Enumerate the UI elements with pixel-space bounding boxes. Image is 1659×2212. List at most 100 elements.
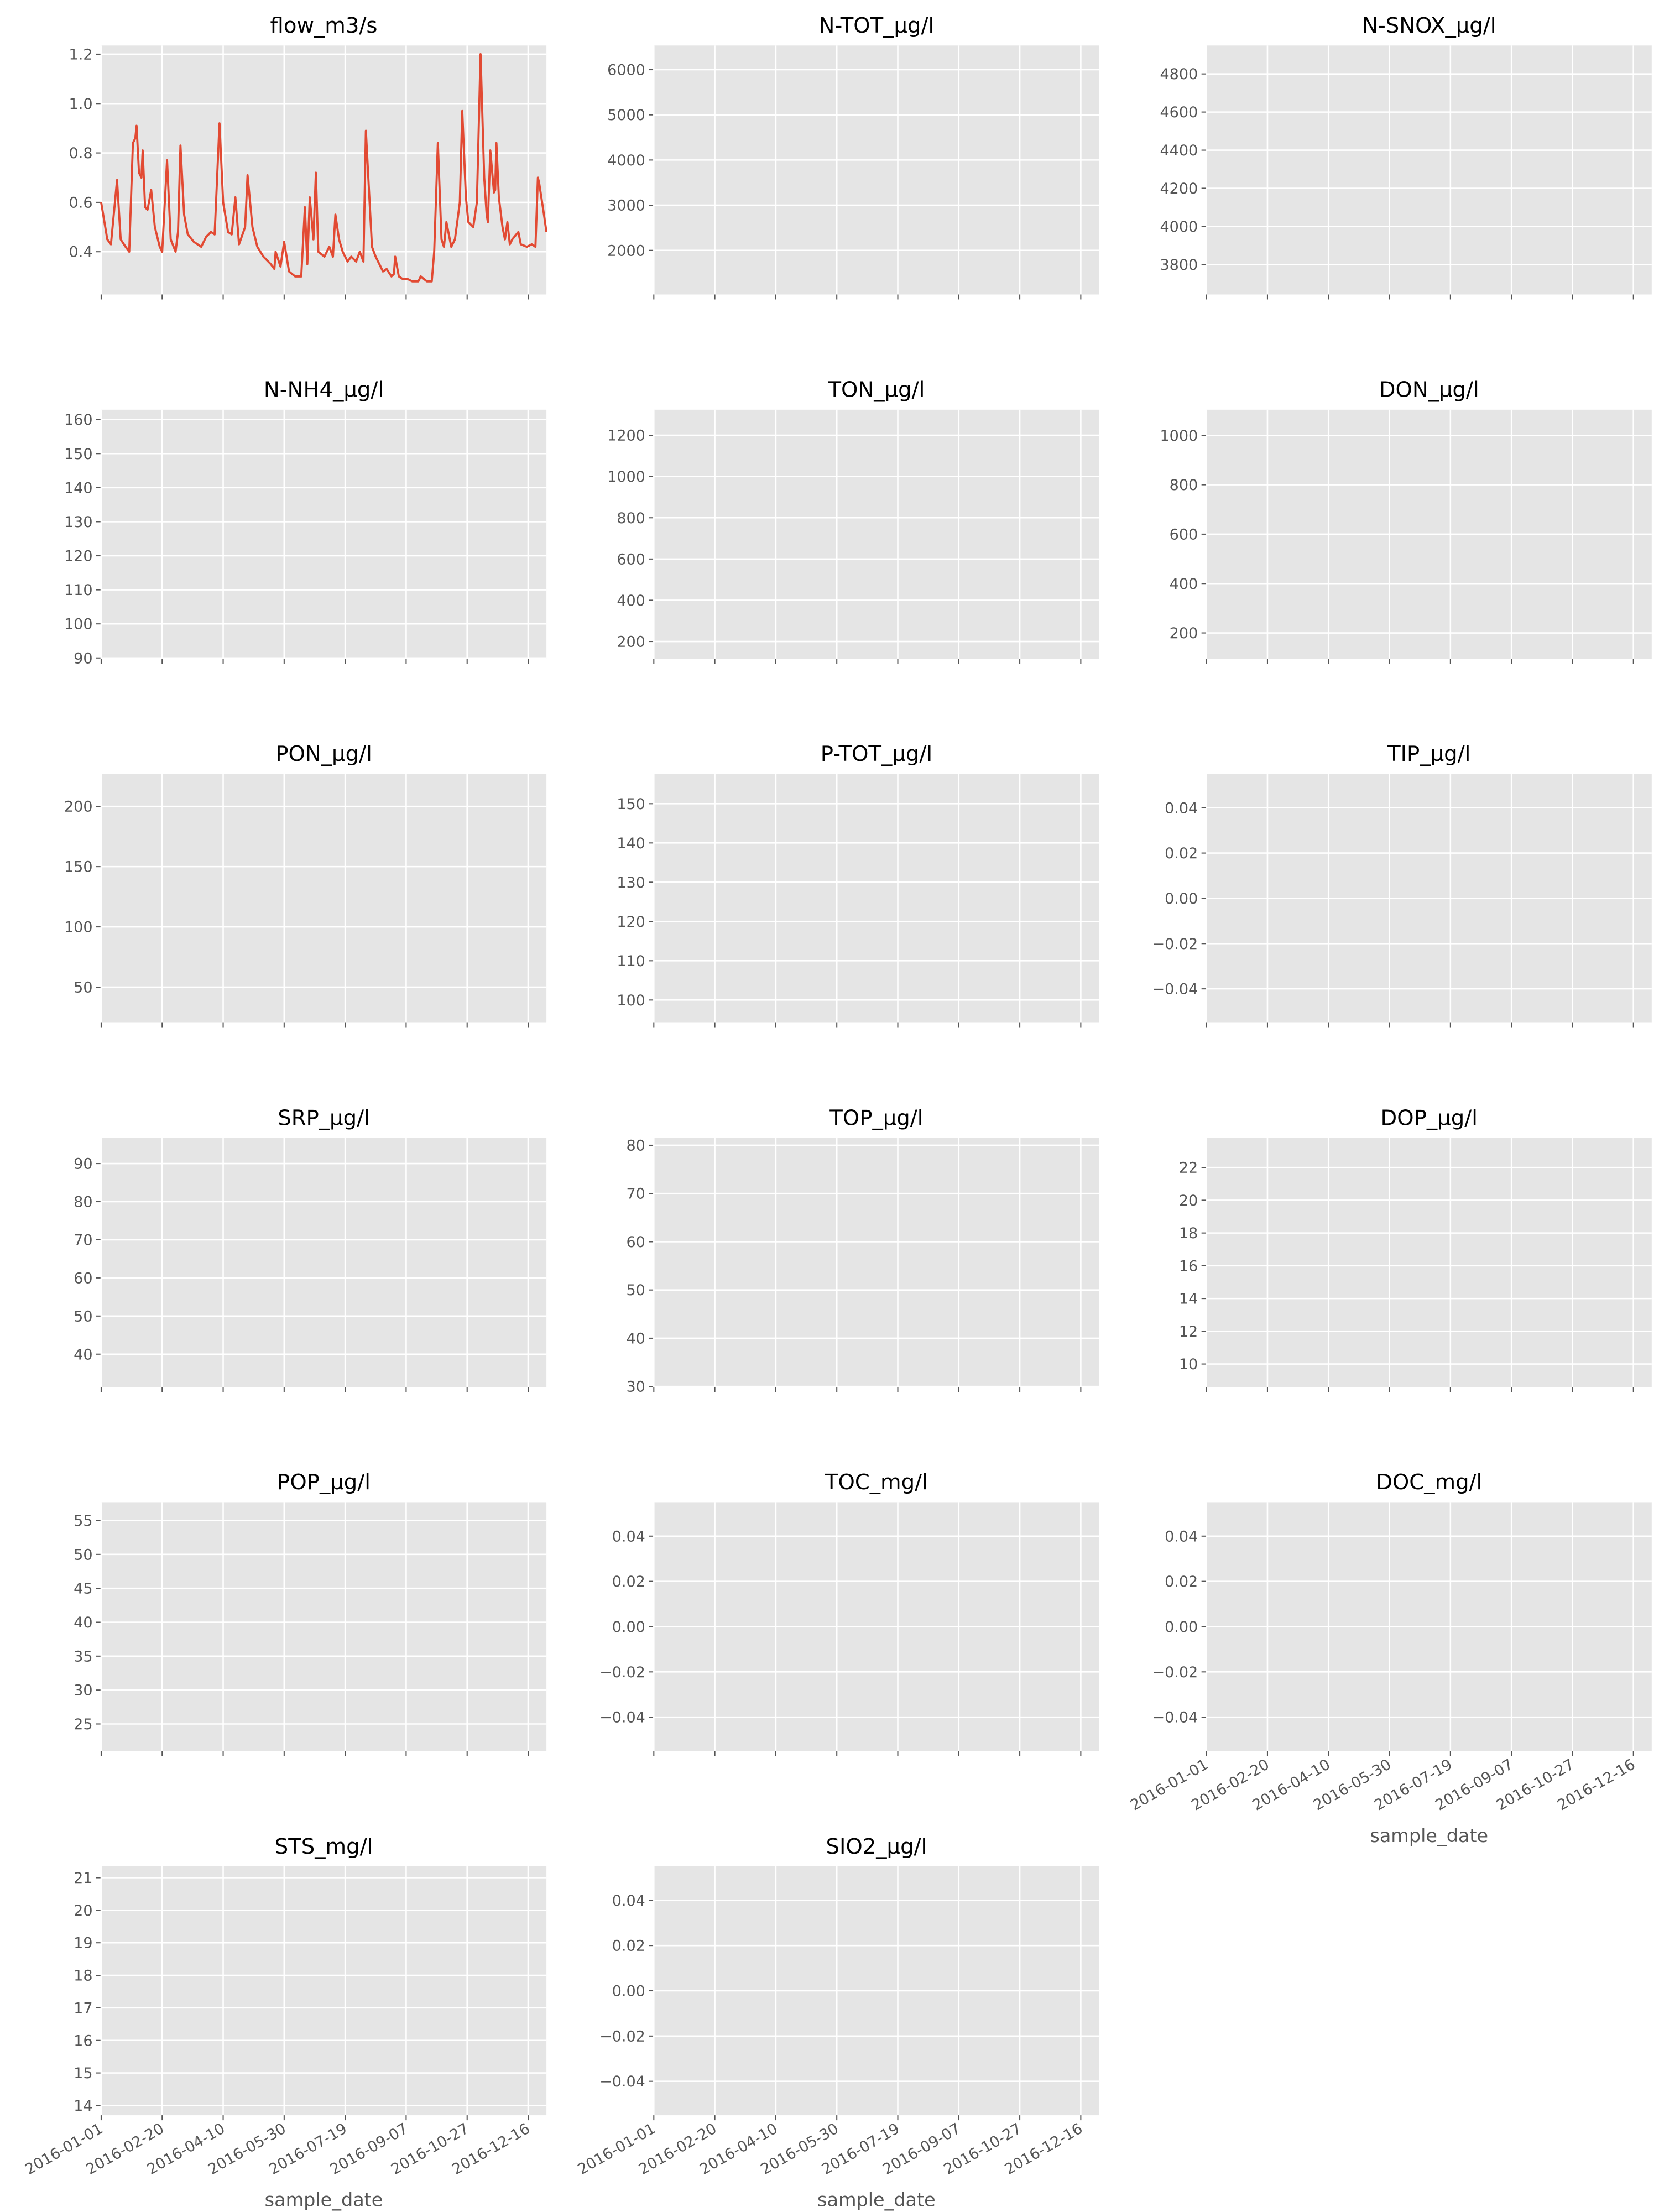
plot-background [654,45,1099,295]
subplot: 14151617181920212016-01-012016-02-202016… [22,1834,547,2211]
y-tick-label: 800 [617,510,645,527]
y-tick-label: 45 [74,1580,92,1598]
y-tick-label: 1.2 [69,46,93,63]
y-tick-label: 0.00 [612,1619,645,1636]
y-tick-label: 150 [64,446,93,463]
y-tick-label: 3800 [1160,257,1198,274]
y-tick-label: 14 [74,2098,92,2115]
y-tick-label: 800 [1170,477,1198,494]
y-tick-label: 4400 [1160,142,1198,159]
y-tick-label: 100 [64,616,93,633]
subplot-title: SRP_µg/l [278,1106,370,1131]
subplot-title: P-TOT_µg/l [821,742,932,766]
subplot-title: SIO2_µg/l [826,1834,927,1859]
y-tick-label: 14 [1179,1291,1198,1308]
y-tick-label: 1.0 [69,96,93,113]
subplot: 100 110 120 130 140 150 P-TOT_µg/l [617,742,1099,1028]
y-tick-label: 0.02 [1165,1573,1198,1590]
y-tick-label: 17 [74,2000,92,2017]
y-tick-label: 0.04 [612,1528,645,1545]
y-tick-label: 35 [74,1648,92,1665]
subplot: 10 12 14 16 18 20 22 DOP_µg/l [1179,1106,1652,1392]
plot-background [1206,45,1652,295]
y-tick-label: 400 [1170,576,1198,593]
y-tick-label: 20 [1179,1192,1198,1209]
plot-background [1206,1138,1652,1387]
y-tick-label: 18 [1179,1225,1198,1242]
x-axis-label: sample_date [1370,1825,1488,1846]
y-tick-label: 15 [74,2065,92,2082]
y-tick-label: 0.6 [69,194,93,211]
y-tick-label: 40 [74,1614,92,1631]
y-tick-label: 40 [627,1330,645,1347]
y-tick-label: 55 [74,1512,92,1530]
y-tick-label: 30 [74,1682,92,1699]
subplot-title: N-SNOX_µg/l [1362,13,1496,38]
y-tick-label: 2000 [607,242,645,259]
y-tick-label: 4800 [1160,66,1198,83]
y-tick-label: 30 [627,1379,645,1396]
y-tick-label: 400 [617,592,645,609]
subplot-title: TIP_µg/l [1387,742,1470,766]
y-tick-label: −0.04 [599,1709,645,1726]
plot-background [654,774,1099,1023]
subplot: 50 100 150 200 PON_µg/l [64,742,547,1028]
y-tick-label: 40 [74,1346,92,1363]
y-tick-label: 0.02 [612,1938,645,1955]
y-tick-label: 200 [64,799,93,816]
plot-background [101,1502,547,1751]
subplot-title: N-NH4_µg/l [264,378,384,403]
y-tick-label: 200 [617,634,645,651]
subplot-title: STS_mg/l [275,1834,373,1859]
subplot-title: DOC_mg/l [1376,1470,1482,1495]
y-tick-label: 0.00 [612,1983,645,2000]
y-tick-label: 120 [617,914,645,931]
y-tick-label: 100 [617,992,645,1009]
y-tick-label: 70 [627,1186,645,1203]
y-tick-label: −0.04 [1152,981,1198,998]
y-tick-label: 0.00 [1165,890,1198,907]
y-tick-label: −0.02 [599,2028,645,2045]
subplot: −0.04 −0.02 0.00 0.02 0.04 TOC_mg/l [599,1470,1099,1756]
subplot: 25 30 35 40 45 50 55 POP_µg/l [74,1470,547,1756]
y-tick-label: 90 [74,1156,92,1173]
y-tick-label: 600 [617,551,645,568]
data-line [100,53,548,283]
y-tick-label: 0.02 [1165,845,1198,862]
y-tick-label: 20 [74,1902,92,1919]
y-tick-label: 600 [1170,526,1198,543]
plot-background [101,409,547,659]
y-tick-label: 6000 [607,62,645,79]
y-tick-label: 0.04 [612,1892,645,1910]
y-tick-label: 1000 [607,468,645,486]
y-tick-label: 25 [74,1716,92,1733]
y-tick-label: 4000 [1160,218,1198,236]
subplot: 3800 4000 4200 4400 4600 4800 N-SNOX_µg/l [1160,13,1652,300]
subplot: 0.4 0.6 0.8 1.0 1.2 flow_m3/s [69,13,548,300]
y-tick-label: 0.04 [1165,800,1198,817]
y-tick-label: −0.02 [1152,1664,1198,1681]
y-tick-label: 16 [74,2032,92,2049]
subplot-title: POP_µg/l [277,1470,371,1495]
subplot-title: PON_µg/l [275,742,372,766]
subplot-title: DOP_µg/l [1381,1106,1478,1131]
subplot: −0.04−0.020.000.020.042016-01-012016-02-… [1128,1470,1652,1846]
y-tick-label: 110 [617,953,645,970]
y-tick-label: 60 [627,1234,645,1251]
y-tick-label: 50 [74,979,92,997]
y-tick-label: 200 [1170,625,1198,642]
y-tick-label: 70 [74,1232,92,1249]
y-tick-label: 12 [1179,1323,1198,1340]
subplot-title: TON_µg/l [827,378,925,403]
y-tick-label: 22 [1179,1160,1198,1177]
y-tick-label: 80 [74,1194,92,1211]
subplot: −0.04−0.020.000.020.042016-01-012016-02-… [575,1834,1099,2211]
plot-background [101,45,547,295]
subplot: 200 400 600 800 1000 1200 TON_µg/l [607,378,1099,664]
y-tick-label: 50 [627,1282,645,1299]
y-tick-label: 19 [74,1935,92,1952]
subplot-title: TOC_mg/l [825,1470,928,1495]
y-tick-label: 150 [64,859,93,876]
subplot: 2000 3000 4000 5000 6000 N-TOT_µg/l [607,13,1099,300]
